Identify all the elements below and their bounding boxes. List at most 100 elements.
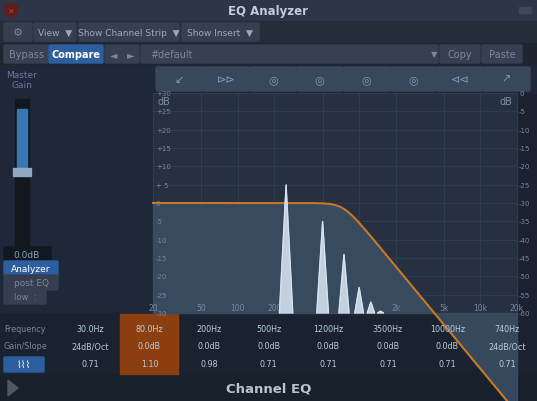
Text: 0.0dB: 0.0dB (317, 342, 340, 350)
FancyBboxPatch shape (141, 46, 438, 64)
Text: Paste: Paste (489, 50, 516, 60)
FancyBboxPatch shape (296, 68, 343, 92)
Bar (153, 66, 537, 94)
Bar (0, 66, 153, 313)
Text: ◎: ◎ (315, 75, 324, 85)
Text: -55: -55 (519, 292, 530, 298)
FancyBboxPatch shape (122, 46, 139, 64)
FancyBboxPatch shape (250, 68, 296, 92)
Bar (0, 22, 537, 44)
FancyBboxPatch shape (343, 68, 390, 92)
Text: 24dB/Oct: 24dB/Oct (489, 342, 526, 350)
Text: 0.0dB: 0.0dB (376, 342, 400, 350)
Text: -45: -45 (519, 255, 530, 261)
Text: -10: -10 (519, 128, 531, 134)
Bar (13, 168, 31, 176)
Polygon shape (339, 255, 349, 313)
Bar (15, 100, 29, 253)
Text: ↗: ↗ (502, 75, 511, 85)
Text: 0.71: 0.71 (379, 359, 397, 369)
Text: 30.0Hz: 30.0Hz (76, 324, 104, 333)
FancyBboxPatch shape (440, 46, 480, 64)
Text: 740Hz: 740Hz (495, 324, 520, 333)
Text: Show Insert  ▼: Show Insert ▼ (187, 28, 253, 37)
FancyBboxPatch shape (4, 247, 51, 262)
Text: -15: -15 (156, 255, 168, 261)
Text: -35: -35 (519, 219, 531, 225)
Text: 0.71: 0.71 (320, 359, 337, 369)
Text: 24dB/Oct: 24dB/Oct (71, 342, 108, 350)
Text: -5: -5 (519, 109, 526, 115)
Text: 0.71: 0.71 (439, 359, 456, 369)
Text: Gain/Slope: Gain/Slope (4, 342, 48, 350)
Text: #default: #default (150, 50, 192, 60)
FancyBboxPatch shape (4, 46, 48, 64)
Text: 80.0Hz: 80.0Hz (136, 324, 163, 333)
Text: 200: 200 (267, 303, 281, 312)
Text: ✕: ✕ (8, 6, 14, 16)
Bar (17, 110, 27, 172)
Bar (120, 314, 178, 374)
Text: 0.0dB: 0.0dB (257, 342, 280, 350)
Text: +15: +15 (156, 146, 171, 152)
FancyBboxPatch shape (4, 261, 58, 276)
FancyBboxPatch shape (49, 46, 103, 64)
Text: -25: -25 (156, 292, 167, 298)
Bar (0, 44, 537, 66)
Text: 0.0dB: 0.0dB (14, 251, 40, 260)
Bar (0, 375, 537, 401)
Bar (519, 8, 531, 14)
Text: -10: -10 (156, 237, 168, 243)
Text: Bypass: Bypass (9, 50, 43, 60)
Text: 0.0dB: 0.0dB (436, 342, 459, 350)
Text: 10000Hz: 10000Hz (430, 324, 465, 333)
Bar (0, 0, 537, 22)
Text: Frequency: Frequency (4, 324, 46, 333)
Text: ◎: ◎ (408, 75, 418, 85)
Text: 500Hz: 500Hz (256, 324, 281, 333)
Polygon shape (8, 380, 18, 396)
FancyBboxPatch shape (483, 68, 530, 92)
Text: ▼: ▼ (431, 51, 437, 59)
Text: 0.71: 0.71 (81, 359, 99, 369)
Text: dB: dB (158, 97, 171, 107)
Text: 1.10: 1.10 (141, 359, 158, 369)
Text: Gain: Gain (12, 81, 32, 90)
Text: + 5: + 5 (156, 182, 169, 188)
Polygon shape (355, 288, 364, 313)
Text: -30: -30 (156, 310, 168, 316)
Text: 0.71: 0.71 (498, 359, 516, 369)
FancyBboxPatch shape (79, 24, 179, 42)
Text: 0.0dB: 0.0dB (138, 342, 161, 350)
Text: ↙: ↙ (175, 75, 184, 85)
Text: -50: -50 (519, 273, 531, 279)
Text: Q: Q (4, 359, 10, 369)
Text: low  :: low : (14, 292, 36, 301)
Text: -40: -40 (519, 237, 531, 243)
Text: +30: +30 (156, 91, 171, 97)
FancyBboxPatch shape (437, 68, 483, 92)
Circle shape (4, 4, 18, 18)
Text: 3500Hz: 3500Hz (373, 324, 403, 333)
Text: 20: 20 (148, 303, 158, 312)
Bar (153, 94, 517, 313)
Text: -5: -5 (156, 219, 163, 225)
Text: Show Channel Strip  ▼: Show Channel Strip ▼ (78, 28, 180, 37)
Text: 0: 0 (519, 91, 524, 97)
Text: ►: ► (127, 50, 134, 60)
Text: -25: -25 (519, 182, 530, 188)
Text: -30: -30 (519, 200, 531, 207)
FancyBboxPatch shape (203, 68, 250, 92)
Text: 100: 100 (230, 303, 245, 312)
FancyBboxPatch shape (4, 275, 58, 290)
Text: EQ Analyzer: EQ Analyzer (229, 4, 308, 18)
Text: Master: Master (6, 71, 38, 80)
Text: 1200Hz: 1200Hz (313, 324, 344, 333)
Text: 10k: 10k (474, 303, 488, 312)
Text: Analyzer: Analyzer (11, 264, 51, 273)
Text: -15: -15 (519, 146, 531, 152)
Text: post EQ: post EQ (13, 278, 48, 287)
Text: 0.71: 0.71 (260, 359, 278, 369)
Bar (0, 313, 537, 375)
Text: -20: -20 (156, 273, 168, 279)
